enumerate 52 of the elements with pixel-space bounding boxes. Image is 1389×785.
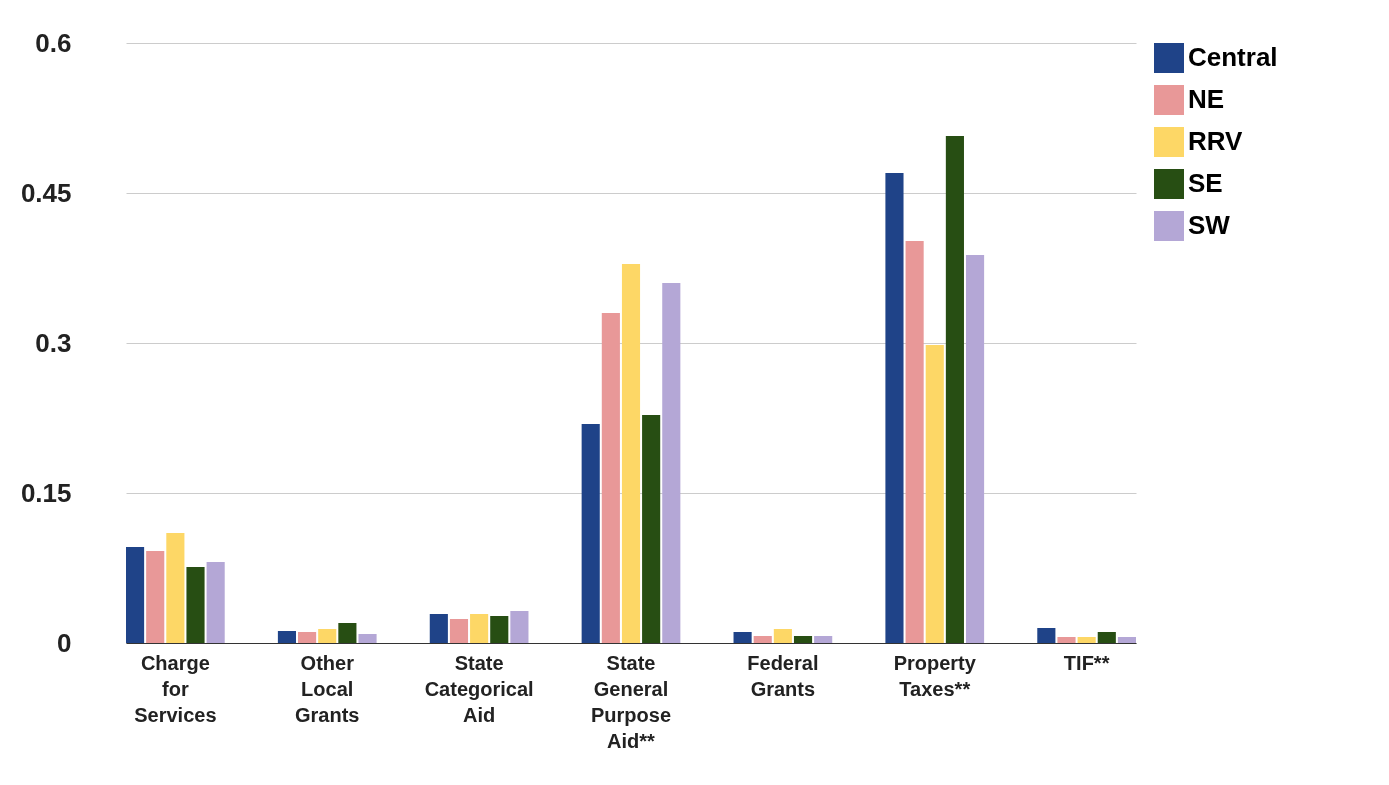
bar (277, 631, 297, 643)
bar (581, 424, 600, 643)
legend-label: Central (1188, 42, 1278, 72)
bar (885, 173, 904, 643)
legend-label: RRV (1188, 126, 1244, 156)
bar (773, 629, 792, 643)
bar (1037, 628, 1056, 643)
bar (358, 634, 377, 643)
bar (186, 567, 205, 643)
bar (601, 313, 620, 643)
bar (470, 614, 489, 643)
bar (318, 629, 337, 643)
bar (965, 255, 985, 643)
legend-label: NE (1188, 84, 1225, 114)
bar (1097, 632, 1116, 643)
x-tick-label: Other Local Grants (295, 651, 360, 726)
bar (814, 636, 833, 643)
y-tick-label: 0.6 (35, 27, 72, 58)
bar (449, 619, 469, 643)
x-tick-label: Federal Grants (747, 651, 819, 700)
bar (146, 551, 165, 643)
x-tick-label: Property Taxes** (893, 651, 977, 700)
bar (429, 614, 448, 643)
bar (166, 533, 185, 643)
x-tick-label: State General Purpose Aid** (590, 651, 672, 752)
legend-label: SW (1188, 210, 1231, 240)
bar (338, 623, 357, 643)
y-tick-label: 0 (57, 627, 72, 658)
bar (1117, 637, 1136, 643)
x-tick-label: TIF** (1063, 651, 1110, 674)
bar (753, 636, 772, 643)
bar (733, 632, 752, 643)
bar (490, 616, 509, 643)
bar (793, 636, 813, 643)
x-tick-label: Charge for Services (134, 651, 217, 726)
bar (945, 136, 964, 643)
bar (662, 283, 681, 643)
bar (510, 611, 529, 643)
bar (621, 264, 641, 643)
y-tick-label: 0.3 (35, 327, 72, 358)
bar (905, 241, 924, 643)
bar (298, 632, 317, 643)
bar (1077, 637, 1096, 643)
bar (925, 345, 944, 643)
bar (206, 562, 225, 643)
bar (642, 415, 661, 643)
legend-label: SE (1188, 168, 1223, 198)
y-tick-label: 0.45 (20, 177, 72, 208)
bar (1057, 637, 1076, 643)
y-tick-label: 0.15 (20, 477, 72, 508)
x-tick-label: State Categorical Aid (424, 651, 534, 726)
bar (126, 547, 145, 643)
